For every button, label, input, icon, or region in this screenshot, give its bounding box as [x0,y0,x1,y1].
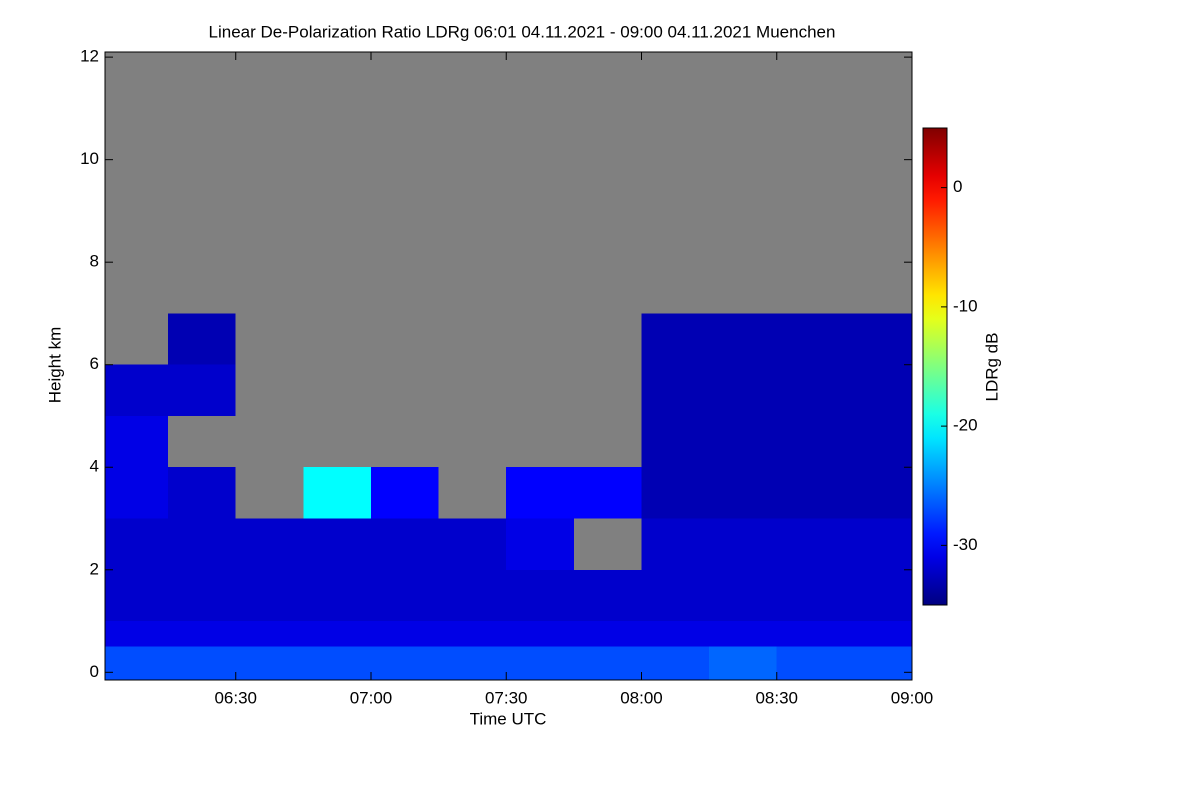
heatmap-cell [105,415,169,468]
heatmap-cell [844,569,912,622]
heatmap-cell [235,621,304,647]
y-tick-label: 2 [90,559,99,578]
heatmap-cell [573,467,642,519]
heatmap-cell [709,518,777,570]
heatmap-cell [303,569,371,622]
heatmap-cell [776,646,845,680]
heatmap-cell [438,518,507,570]
heatmap-cell [506,569,574,622]
heatmap-cell [370,569,439,622]
heatmap-cell [506,621,574,647]
heatmap-cell [844,646,912,680]
heatmap-cell [709,467,777,519]
x-tick-label: 07:00 [350,688,393,707]
y-tick-label: 10 [80,149,99,168]
heatmap-cell [105,467,169,519]
heatmap-cell [506,467,574,519]
heatmap-cell [573,646,642,680]
colorbar-title: LDRg dB [982,333,1001,402]
heatmap-cell [168,518,236,570]
heatmap-cell [105,569,169,622]
heatmap-cell [709,364,777,416]
heatmap-cell [641,518,710,570]
x-tick-label: 06:30 [214,688,257,707]
heatmap-cell [168,569,236,622]
heatmap [105,52,912,680]
heatmap-cell [776,313,845,365]
heatmap-cell [506,646,574,680]
colorbar-tick-label: -20 [953,416,978,435]
heatmap-cell [303,518,371,570]
heatmap-cell [709,313,777,365]
heatmap-cell [105,621,169,647]
heatmap-cell [303,467,371,519]
heatmap-cell [303,646,371,680]
colorbar-tick-label: -10 [953,296,978,315]
heatmap-cell [168,364,236,416]
heatmap-cell [105,518,169,570]
heatmap-cell [168,313,236,365]
heatmap-cell [641,415,710,468]
heatmap-cell [844,621,912,647]
heatmap-cell [370,646,439,680]
y-tick-label: 12 [80,47,99,66]
x-axis-title: Time UTC [470,709,547,728]
heatmap-cell [438,621,507,647]
heatmap-cell [709,415,777,468]
plot-frame [104,51,913,681]
chart-title: Linear De-Polarization Ratio LDRg 06:01 … [209,22,836,41]
x-tick-label: 08:00 [620,688,663,707]
heatmap-cell [844,518,912,570]
heatmap-cell [168,467,236,519]
heatmap-cell [370,518,439,570]
colorbar-tick-label: -30 [953,535,978,554]
heatmap-cell [235,646,304,680]
x-tick-label: 08:30 [755,688,798,707]
heatmap-cell [641,621,710,647]
heatmap-cell [370,467,439,519]
heatmap-cell [776,415,845,468]
heatmap-cell [370,621,439,647]
heatmap-cell [844,467,912,519]
y-tick-label: 8 [90,252,99,271]
heatmap-cell [844,364,912,416]
colorbar [922,127,948,606]
heatmap-cell [776,621,845,647]
heatmap-cell [641,569,710,622]
heatmap-cell [303,621,371,647]
heatmap-cell [641,364,710,416]
heatmap-cell [105,646,169,680]
y-tick-label: 4 [90,457,99,476]
heatmap-cell [776,518,845,570]
colorbar-tick-label: 0 [953,177,962,196]
heatmap-cell [235,518,304,570]
heatmap-cell [573,621,642,647]
heatmap-cell [168,621,236,647]
heatmap-cell [709,621,777,647]
heatmap-cell [235,569,304,622]
heatmap-cell [641,313,710,365]
heatmap-cell [776,364,845,416]
y-tick-label: 6 [90,354,99,373]
heatmap-cell [438,646,507,680]
heatmap-cell [709,646,777,680]
heatmap-cell [641,646,710,680]
heatmap-cell [506,518,574,570]
heatmap-cell [776,569,845,622]
heatmap-cell [168,646,236,680]
heatmap-cell [641,467,710,519]
y-tick-label: 0 [90,662,99,681]
heatmap-cell [844,313,912,365]
heatmap-cell [438,569,507,622]
heatmap-cell [573,569,642,622]
x-tick-label: 07:30 [485,688,528,707]
heatmap-cell [844,415,912,468]
x-tick-label: 09:00 [891,688,934,707]
heatmap-cell [709,569,777,622]
y-axis-title: Height km [45,327,64,404]
heatmap-cell [776,467,845,519]
heatmap-cell [105,364,169,416]
